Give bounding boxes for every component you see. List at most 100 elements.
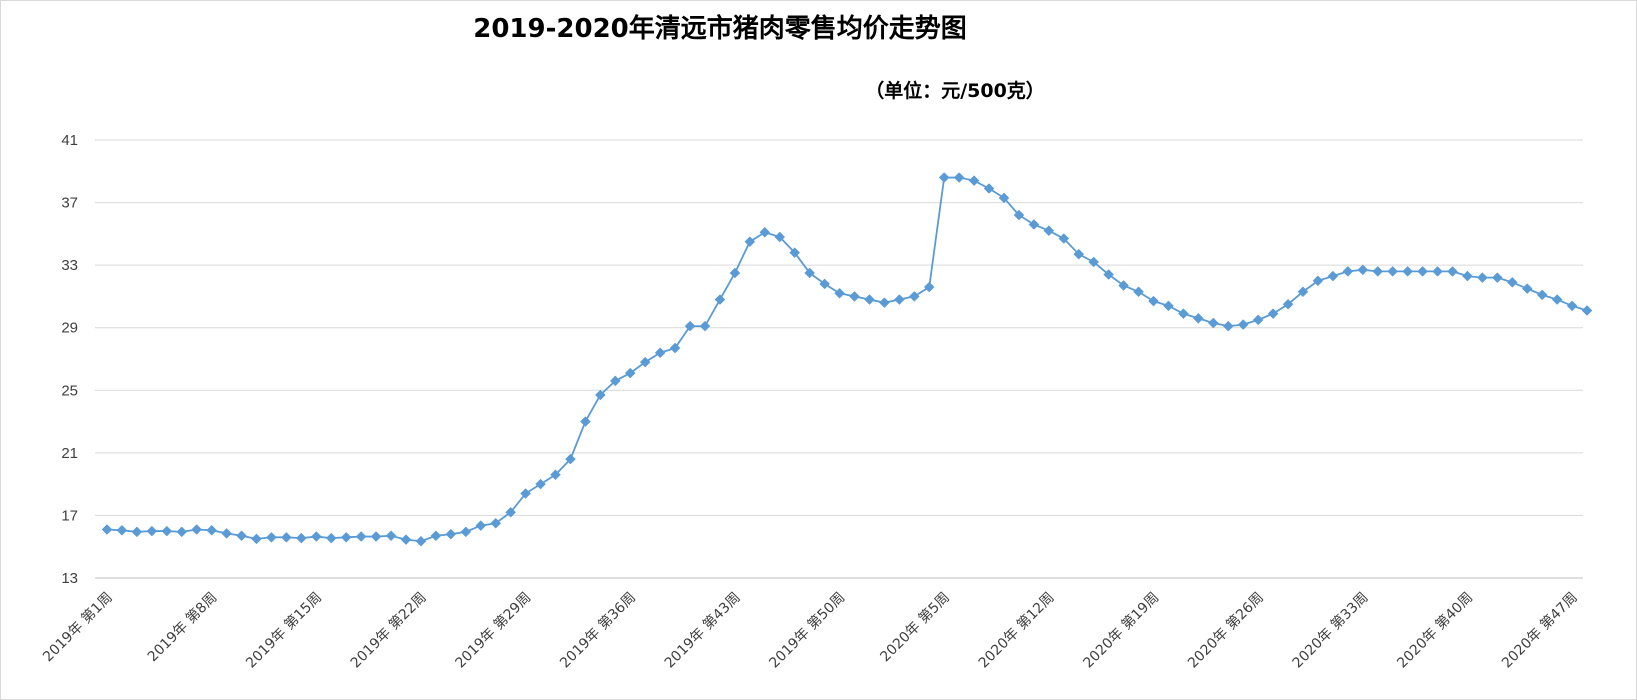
data-point: [1536, 289, 1548, 301]
data-point: [1118, 280, 1129, 291]
y-tick-label: 21: [61, 445, 78, 462]
data-point: [1357, 264, 1369, 276]
data-point: [1462, 270, 1473, 282]
data-point: [953, 172, 965, 183]
data-point: [580, 416, 591, 427]
data-point: [849, 291, 860, 302]
chart-title: 2019-2020年清远市猪肉零售均价走势图: [473, 13, 967, 44]
series-layer: [101, 172, 1593, 547]
data-point: [1506, 276, 1518, 288]
data-point: [1581, 305, 1593, 316]
data-point: [639, 356, 651, 368]
y-tick-label: 17: [61, 507, 78, 524]
data-point: [236, 530, 247, 542]
data-point: [385, 530, 397, 542]
data-point: [684, 320, 696, 332]
data-point: [1521, 283, 1533, 294]
data-point: [729, 267, 741, 279]
data-point: [1207, 317, 1219, 329]
data-point: [1327, 270, 1339, 282]
data-point: [594, 389, 606, 401]
data-point: [1282, 298, 1294, 310]
data-point: [1566, 300, 1578, 312]
data-point: [310, 531, 322, 542]
data-point: [1133, 286, 1144, 298]
data-point: [325, 532, 337, 544]
data-point: [1222, 320, 1234, 332]
data-point: [1192, 312, 1204, 324]
data-point: [744, 236, 756, 248]
data-point: [908, 291, 920, 302]
series-line: [106, 176, 1588, 543]
data-point: [968, 175, 980, 187]
data-point: [1088, 256, 1100, 268]
y-tick-label: 41: [61, 132, 78, 149]
data-point: [1387, 266, 1399, 277]
data-point: [490, 517, 502, 529]
data-point: [131, 526, 143, 538]
y-tick-label: 25: [61, 382, 78, 399]
data-point: [1312, 275, 1324, 287]
data-point: [1267, 308, 1279, 319]
data-point: [251, 533, 262, 545]
y-tick-label: 29: [61, 320, 78, 337]
data-point: [475, 520, 487, 531]
data-point: [415, 535, 427, 547]
data-point: [893, 294, 905, 305]
data-point: [161, 525, 173, 537]
data-point: [295, 532, 307, 544]
data-point: [221, 528, 232, 539]
data-point: [714, 294, 726, 305]
data-point: [923, 281, 935, 293]
data-point: [266, 531, 277, 543]
y-tick-label: 33: [61, 257, 78, 274]
data-point: [146, 525, 158, 537]
data-point: [1551, 294, 1563, 305]
data-point: [789, 247, 801, 258]
data-point: [1417, 266, 1428, 277]
data-point: [176, 526, 188, 538]
data-point: [938, 172, 950, 183]
data-point: [550, 469, 561, 481]
data-point: [191, 524, 203, 535]
data-point: [879, 297, 890, 309]
data-point: [1028, 219, 1040, 230]
data-point: [834, 287, 845, 299]
data-point: [520, 488, 531, 499]
gridlines: [95, 139, 1583, 579]
data-point: [1477, 272, 1488, 284]
data-point: [1491, 272, 1503, 284]
data-point: [1372, 266, 1384, 277]
data-point: [1342, 266, 1354, 277]
y-axis-ticks: 13 17 21 25 29 33 37 41: [61, 132, 78, 587]
data-point: [281, 531, 292, 543]
data-point: [340, 531, 352, 543]
data-point: [983, 183, 995, 194]
data-point: [759, 226, 771, 238]
data-point: [699, 320, 711, 332]
data-point: [1402, 266, 1414, 277]
data-point: [1013, 209, 1025, 221]
y-tick-label: 37: [61, 195, 78, 212]
unit-label: （单位：元/500克）: [865, 79, 1045, 102]
data-point: [654, 347, 666, 359]
data-point: [864, 294, 875, 305]
data-point: [998, 192, 1010, 204]
data-point: [804, 267, 816, 279]
data-point: [430, 530, 442, 542]
data-point: [460, 526, 472, 538]
data-point: [1447, 266, 1458, 277]
data-point: [116, 524, 128, 536]
data-point: [774, 231, 786, 243]
data-point: [355, 531, 367, 542]
data-point: [1163, 300, 1174, 312]
data-point: [101, 524, 113, 535]
data-point: [819, 278, 830, 290]
data-point: [535, 478, 546, 490]
data-point: [1237, 319, 1249, 330]
data-point: [1252, 314, 1264, 326]
data-point: [609, 375, 621, 387]
